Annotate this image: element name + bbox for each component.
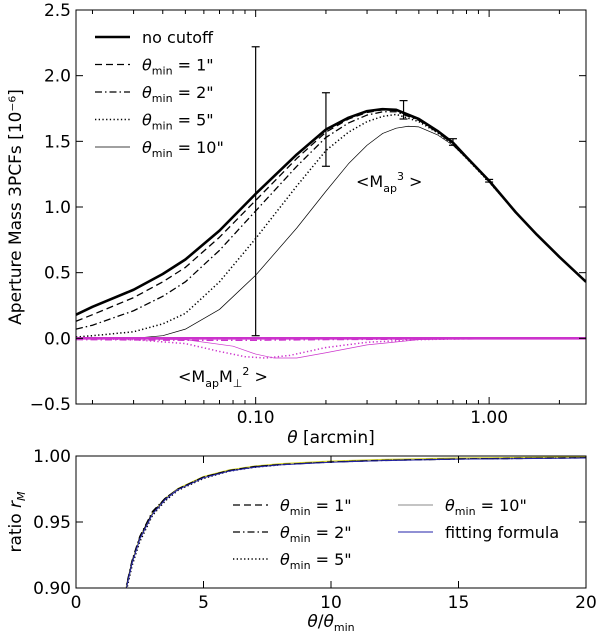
x-axis-label: θ/θmin bbox=[307, 612, 354, 631]
x-axis-label: θ [arcmin] bbox=[287, 428, 375, 448]
y-tick-label: 2.0 bbox=[44, 67, 71, 87]
y-tick-label: 0.0 bbox=[44, 329, 71, 349]
y-tick-label: 1.5 bbox=[44, 132, 71, 152]
y-axis-label: ratio rM bbox=[6, 491, 28, 553]
x-tick-label: 0.10 bbox=[237, 408, 275, 428]
x-tick-label: 1.00 bbox=[470, 408, 508, 428]
legend-label: θmin = 5" bbox=[142, 111, 214, 133]
legend-label: fitting formula bbox=[445, 523, 559, 542]
series-line bbox=[76, 111, 586, 330]
series-line bbox=[76, 337, 586, 341]
series-line bbox=[76, 107, 586, 316]
x-tick-label: 15 bbox=[448, 593, 470, 613]
legend-label: θmin = 5" bbox=[280, 550, 352, 572]
legend-label: θmin = 10" bbox=[445, 496, 527, 518]
bottom-panel: 0.90 0.95 1.00 0 5 10 15 20 θ/θmin ratio rM θmin =… bbox=[6, 447, 597, 631]
y-tick-label: 0.90 bbox=[33, 579, 71, 599]
series-line bbox=[76, 337, 586, 359]
x-tick-label: 10 bbox=[320, 593, 342, 613]
legend-label: θmin = 1" bbox=[142, 56, 214, 78]
series-line bbox=[76, 337, 586, 359]
x-tick-label: 0 bbox=[71, 593, 82, 613]
y-tick-label: −0.5 bbox=[30, 395, 71, 415]
y-axis-label: Aperture Mass 3PCFs [10⁻⁶] bbox=[6, 89, 26, 325]
x-tick-label: 20 bbox=[575, 593, 597, 613]
legend-label: θmin = 1" bbox=[280, 496, 352, 518]
top-panel: −0.5 0.0 0.5 1.0 1.5 2.0 2.5 0.10 1.00 θ [arcmin]… bbox=[6, 1, 587, 448]
annotation-map3: <Map3 > bbox=[356, 170, 422, 195]
series-line bbox=[76, 113, 586, 338]
y-tick-label: 0.5 bbox=[44, 264, 71, 284]
series-line bbox=[76, 125, 586, 339]
series-line bbox=[125, 488, 179, 588]
x-tick-label: 5 bbox=[198, 593, 209, 613]
top-plot-area bbox=[76, 46, 586, 359]
legend-label: no cutoff bbox=[142, 28, 214, 47]
y-tick-label: 1.00 bbox=[33, 447, 71, 467]
legend-label: θmin = 2" bbox=[280, 523, 352, 545]
legend-label: θmin = 10" bbox=[142, 138, 224, 160]
series-line bbox=[76, 109, 586, 322]
series-line bbox=[125, 457, 586, 588]
annotation-mapmperp: <MapM⊥2 > bbox=[178, 365, 268, 390]
series-line bbox=[126, 464, 281, 588]
series-line bbox=[125, 457, 586, 588]
y-tick-label: 0.95 bbox=[33, 513, 71, 533]
y-tick-label: 2.5 bbox=[44, 1, 71, 21]
y-tick-label: 1.0 bbox=[44, 198, 71, 218]
bottom-plot-area bbox=[125, 456, 586, 588]
legend-label: θmin = 2" bbox=[142, 83, 214, 105]
